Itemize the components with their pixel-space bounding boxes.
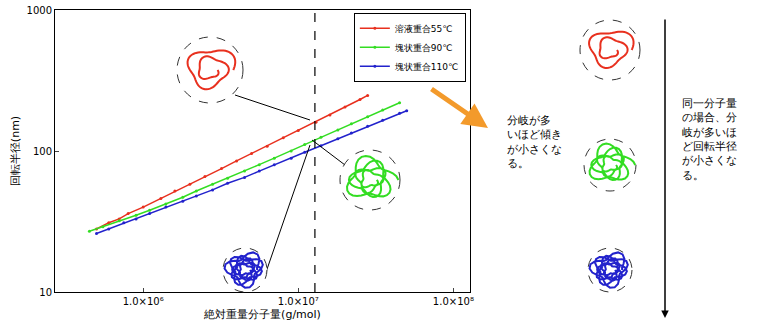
svg-text:絶対重量分子量(g/mol): 絶対重量分子量(g/mol) bbox=[203, 308, 321, 321]
svg-text:1.0×10⁷: 1.0×10⁷ bbox=[278, 296, 319, 307]
svg-text:溶液重合55℃: 溶液重合55℃ bbox=[395, 24, 453, 34]
svg-text:1.0×10⁶: 1.0×10⁶ bbox=[123, 296, 164, 307]
svg-text:100: 100 bbox=[33, 146, 52, 157]
svg-text:同一分子量の場合、分岐が多いほど回転半径が小さくなる。: 同一分子量の場合、分岐が多いほど回転半径が小さくなる。 bbox=[682, 97, 737, 182]
svg-text:回転半径(nm): 回転半径(nm) bbox=[9, 116, 22, 186]
svg-text:1000: 1000 bbox=[27, 5, 52, 16]
svg-text:塊状重合110℃: 塊状重合110℃ bbox=[394, 62, 458, 72]
svg-text:分岐が多いほど傾きが小さくなる。: 分岐が多いほど傾きが小さくなる。 bbox=[507, 114, 562, 170]
svg-text:1.0×10⁸: 1.0×10⁸ bbox=[433, 296, 474, 307]
svg-text:塊状重合90℃: 塊状重合90℃ bbox=[394, 43, 453, 53]
svg-text:10: 10 bbox=[39, 287, 52, 298]
